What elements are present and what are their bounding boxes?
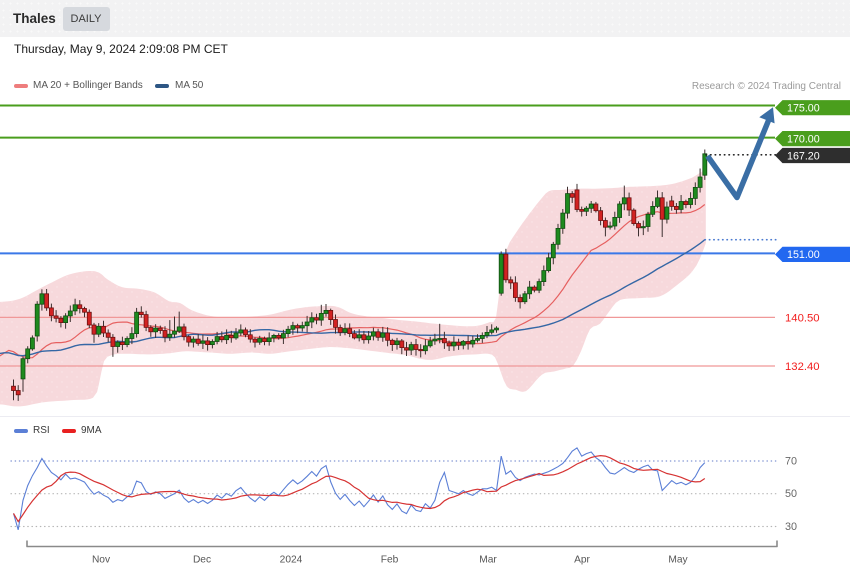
svg-text:132.40: 132.40 [785,361,820,373]
svg-text:167.20: 167.20 [787,150,820,162]
svg-text:2024: 2024 [280,555,303,566]
svg-text:Mar: Mar [479,555,497,566]
svg-text:151.00: 151.00 [787,249,820,261]
svg-text:170.00: 170.00 [787,133,820,145]
svg-text:140.50: 140.50 [785,312,820,324]
svg-text:Nov: Nov [92,555,111,566]
svg-text:Apr: Apr [574,555,590,566]
svg-text:70: 70 [785,456,797,468]
svg-text:30: 30 [785,521,797,533]
svg-text:50: 50 [785,488,797,500]
svg-text:Feb: Feb [381,555,399,566]
svg-text:May: May [668,555,688,566]
svg-text:Dec: Dec [193,555,211,566]
svg-text:175.00: 175.00 [787,103,820,115]
